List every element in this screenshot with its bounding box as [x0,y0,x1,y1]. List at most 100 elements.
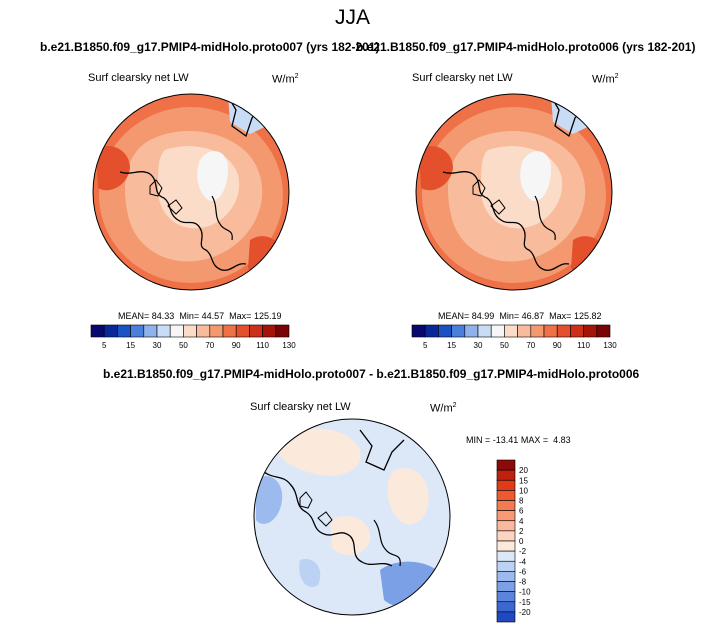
right-variable-label: Surf clearsky net LW [412,72,513,84]
diff-colorbar-swatch [496,550,516,562]
right-colorbar-swatch [451,324,466,338]
right-colorbar: 5 15 30 50 70 90 110 130 [411,324,617,350]
diff-map-coastline-4 [373,519,401,567]
left-colorbar-swatch [183,324,197,338]
right-colorbar-swatch [411,324,426,338]
left-colorbar-tick-label: 90 [232,341,241,350]
left-colorbar-swatch [103,324,118,338]
right-colorbar-swatch [570,324,584,338]
left-colorbar-tick-label: 110 [256,341,269,350]
right-colorbar-swatch [530,324,545,338]
left-colorbar-tick-label: 15 [126,341,135,350]
diff-colorbar-swatch [496,479,516,491]
diff-colorbar-swatch [496,560,516,572]
right-polar-map [415,93,613,291]
left-colorbar-swatch [275,324,290,338]
diff-colorbar-tick-label: 8 [519,497,524,506]
right-colorbar-tick-label: 50 [500,341,509,350]
left-colorbar-swatch [90,324,105,338]
diff-map-warm-patch-1 [278,428,361,476]
diff-map-cool-patch-2 [380,561,448,608]
right-colorbar-swatch [556,324,571,338]
diff-colorbar-swatch [496,571,516,582]
right-stats: MEAN= 84.99 Min= 46.87 Max= 125.82 [438,311,602,321]
left-colorbar-swatch [235,324,250,338]
right-colorbar-tick-label: 130 [603,341,617,350]
left-stats: MEAN= 84.33 Min= 44.57 Max= 125.19 [118,311,282,321]
left-colorbar-tick-label: 5 [102,341,107,350]
right-colorbar-swatch [517,324,532,338]
right-colorbar-swatch [477,324,492,338]
right-colorbar-swatch [583,324,598,338]
difference-panel-title: b.e21.B1850.f09_g17.PMIP4-midHolo.proto0… [103,367,640,381]
right-units-label: W/m2 [592,73,619,86]
diff-colorbar-swatch [496,520,516,532]
diff-colorbar-tick-label: -4 [519,557,527,566]
left-map-greenland [197,151,228,201]
right-map-boundary [415,93,613,291]
diff-colorbar-tick-label: -20 [519,608,531,617]
left-map-boundary [92,93,290,291]
diff-colorbar-tick-label: -15 [519,598,531,607]
difference-polar-map [253,418,451,616]
diff-colorbar-tick-label: 0 [519,537,524,546]
diff-units-label: W/m2 [430,402,457,415]
diff-colorbar-tick-label: 4 [519,517,524,526]
left-panel-case-title: b.e21.B1850.f09_g17.PMIP4-midHolo.proto0… [40,40,380,54]
diff-colorbar-tick-label: 10 [519,486,528,495]
diff-colorbar-tick-label: 2 [519,527,524,536]
diff-map-coastline-2 [359,429,405,471]
right-colorbar-swatch [596,324,611,338]
diff-colorbar-swatch [496,601,516,613]
diff-colorbar-tick-label: -2 [519,547,527,556]
left-variable-label: Surf clearsky net LW [88,72,189,84]
diff-colorbar-swatch [496,459,516,471]
right-colorbar-swatch [438,324,452,338]
right-map-hot-patch [419,146,453,191]
left-colorbar-tick-label: 30 [153,341,162,350]
diff-colorbar-swatch [496,540,516,552]
left-colorbar-swatch [196,324,211,338]
right-colorbar-swatch [424,324,439,338]
right-colorbar-tick-label: 90 [553,341,562,350]
left-units-label: W/m2 [272,73,299,86]
diff-colorbar-tick-label: -10 [519,588,531,597]
left-colorbar-swatch [130,324,145,338]
left-colorbar-swatch [156,324,171,338]
right-map-coastline-4 [472,179,506,215]
left-map-coastline-4 [149,179,183,215]
figure-title: JJA [334,6,370,29]
right-panel-case-title: b.e21.B1850.f09_g17.PMIP4-midHolo.proto0… [356,40,696,54]
diff-stats: MIN = -13.41 MAX = 4.83 [466,435,571,445]
diff-colorbar-swatch [496,500,516,511]
right-colorbar-swatch [504,324,518,338]
diff-colorbar-tick-label: 6 [519,507,524,516]
right-colorbar-swatch [490,324,505,338]
left-colorbar-swatch [209,324,224,338]
right-colorbar-tick-label: 110 [577,341,590,350]
left-map-hot-patch [96,146,130,191]
left-colorbar-swatch [222,324,237,338]
diff-map-warm-patch-2 [387,468,429,525]
left-colorbar-swatch [249,324,263,338]
right-colorbar-tick-label: 30 [474,341,483,350]
diff-colorbar-swatch [496,611,516,623]
diff-colorbar-tick-label: -6 [519,567,527,576]
left-colorbar-tick-label: 50 [179,341,188,350]
right-colorbar-swatch [464,324,479,338]
right-map-coastline-3 [534,195,556,241]
left-map-coastline-2 [119,171,247,271]
diff-colorbar-swatch [496,510,516,522]
diff-map-boundary [253,418,451,616]
left-colorbar: 5 15 30 50 70 90 110 130 [90,324,296,350]
diff-map-coastline-1 [261,469,393,567]
left-polar-map [92,93,290,291]
right-colorbar-swatch [543,324,558,338]
diff-map-cool-patch-1 [256,476,283,524]
diff-variable-label: Surf clearsky net LW [250,401,351,413]
diff-colorbar-swatch [496,530,516,542]
left-colorbar-tick-label: 130 [282,341,296,350]
right-map-greenland [520,151,551,201]
